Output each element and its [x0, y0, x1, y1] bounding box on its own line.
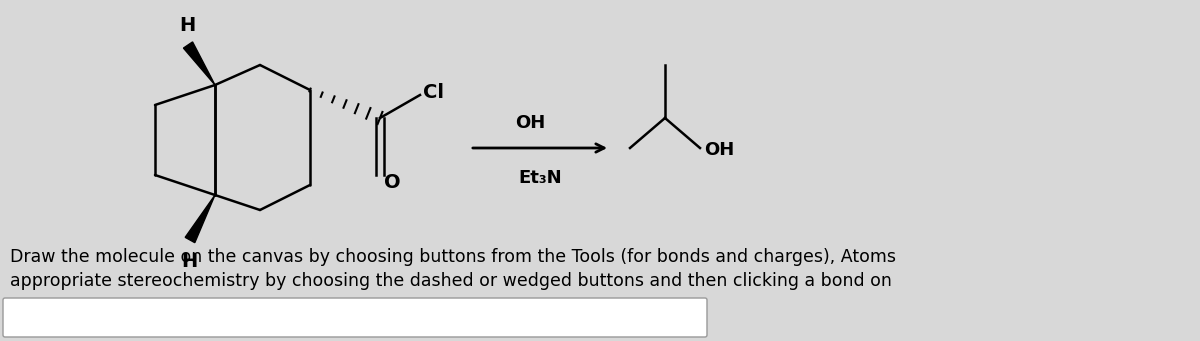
Text: OH: OH — [704, 141, 734, 159]
Polygon shape — [185, 195, 215, 243]
Text: Et₃N: Et₃N — [518, 169, 562, 187]
Text: Cl: Cl — [424, 83, 444, 102]
Text: Draw the molecule on the canvas by choosing buttons from the Tools (for bonds an: Draw the molecule on the canvas by choos… — [10, 248, 896, 266]
Text: H: H — [181, 252, 197, 271]
Text: OH: OH — [515, 114, 545, 132]
Polygon shape — [184, 42, 215, 85]
FancyBboxPatch shape — [2, 298, 707, 337]
Text: appropriate stereochemistry by choosing the dashed or wedged buttons and then cl: appropriate stereochemistry by choosing … — [10, 272, 892, 290]
Text: O: O — [384, 174, 401, 193]
Text: H: H — [179, 16, 196, 35]
